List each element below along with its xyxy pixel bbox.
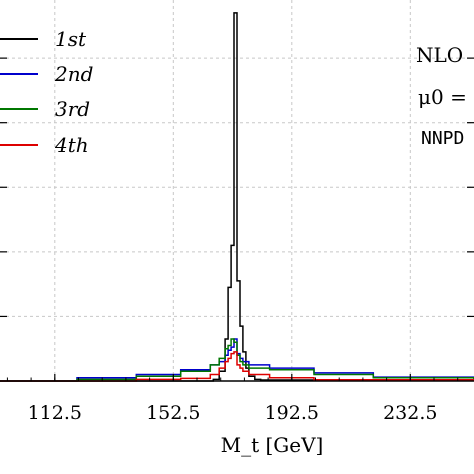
series-line-1st [0, 12, 474, 382]
x-axis-label: M_t [GeV] [221, 433, 324, 457]
annotation-1: μ0 = [418, 85, 467, 109]
grid-lines [0, 0, 474, 381]
annotation-0: NLO [416, 43, 463, 67]
legend: 1st 2nd 3rd 4th [0, 27, 93, 157]
series-line-4th [0, 351, 474, 382]
legend-label-4th: 4th [54, 133, 89, 157]
legend-label-1st: 1st [55, 27, 87, 51]
x-tick-label-0: 112.5 [28, 402, 82, 424]
legend-label-3rd: 3rd [55, 97, 90, 121]
series-line-3rd [0, 338, 474, 382]
x-tick-label-2: 192.5 [265, 402, 319, 424]
annotation-2: NNPD [421, 128, 464, 149]
legend-label-2nd: 2nd [54, 62, 93, 86]
annotations: NLO μ0 = NNPD [416, 43, 467, 149]
x-tick-label-1: 152.5 [146, 402, 200, 424]
series-group [0, 12, 474, 382]
x-tick-label-3: 232.5 [383, 402, 437, 424]
tick-group: 112.5 152.5 192.5 232.5 [0, 57, 474, 424]
